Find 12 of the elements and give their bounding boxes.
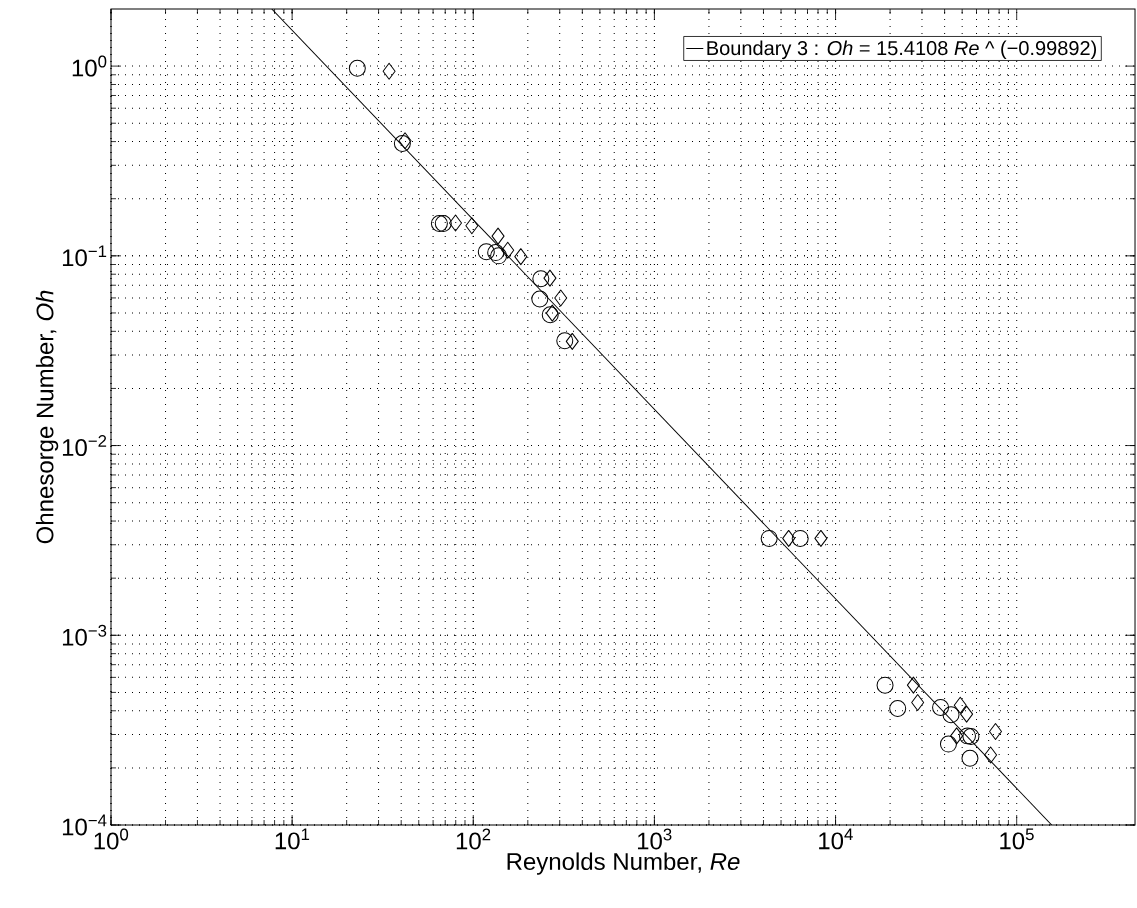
y-tick-label: 10$^{0}$ <box>72 55 107 77</box>
x-tick-label: 10$^{2}$ <box>456 828 491 850</box>
x-axis-title: Reynolds Number, Re <box>507 852 740 875</box>
x-tick-label: 10$^{5}$ <box>1000 828 1034 850</box>
y-tick-label: 10$^{−3}$ <box>62 624 107 646</box>
legend-label: Boundary 3 : Oh = 15.4108 Re ^ (−0.99892) <box>707 40 1097 60</box>
x-tick-label: 10$^{4}$ <box>819 828 853 850</box>
y-tick-label: 10$^{−2}$ <box>62 435 107 457</box>
x-tick-label: 10$^{3}$ <box>637 828 672 850</box>
x-tick-label: 10$^{1}$ <box>275 828 310 850</box>
y-axis-title: Ohnesorge Number, Oh <box>35 290 59 544</box>
y-tick-label: 10$^{−1}$ <box>62 245 107 267</box>
